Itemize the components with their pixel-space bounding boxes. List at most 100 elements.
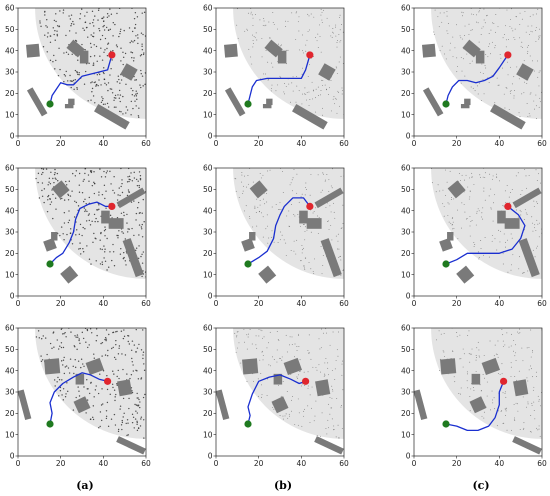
obstacle bbox=[262, 104, 272, 109]
goal-point bbox=[108, 202, 116, 210]
obstacle bbox=[241, 237, 255, 252]
x-tick-label: 60 bbox=[339, 139, 349, 148]
obstacle bbox=[101, 210, 110, 224]
x-tick-label: 60 bbox=[141, 139, 151, 148]
goal-point bbox=[108, 51, 116, 59]
obstacle bbox=[440, 358, 457, 375]
free-space bbox=[431, 8, 542, 119]
obstacle bbox=[314, 187, 344, 209]
x-tick-label: 20 bbox=[56, 139, 66, 148]
x-tick-label: 20 bbox=[254, 459, 264, 468]
samples bbox=[35, 168, 146, 278]
obstacle bbox=[122, 238, 144, 278]
obstacle bbox=[249, 232, 256, 241]
x-tick-label: 60 bbox=[339, 459, 349, 468]
start-point bbox=[46, 420, 54, 428]
planned-path bbox=[445, 205, 526, 265]
obstacle bbox=[116, 187, 146, 209]
y-tick-label: 40 bbox=[203, 366, 213, 375]
y-tick-label: 30 bbox=[401, 388, 411, 397]
goal-point bbox=[500, 377, 508, 385]
obstacle bbox=[292, 104, 328, 130]
y-tick-label: 30 bbox=[203, 228, 213, 237]
x-tick-label: 60 bbox=[537, 299, 547, 308]
obstacle bbox=[481, 357, 501, 375]
x-tick-label: 40 bbox=[297, 299, 307, 308]
obstacle bbox=[224, 87, 246, 117]
obstacle bbox=[116, 436, 146, 455]
start-point bbox=[46, 260, 54, 268]
goal-point bbox=[504, 51, 512, 59]
y-tick-label: 40 bbox=[5, 46, 15, 55]
obstacle bbox=[94, 104, 130, 130]
obstacle bbox=[108, 218, 124, 229]
obstacle bbox=[68, 98, 75, 106]
obstacle bbox=[456, 265, 475, 284]
y-tick-label: 30 bbox=[203, 388, 213, 397]
obstacle bbox=[73, 396, 91, 414]
y-tick-label: 40 bbox=[203, 46, 213, 55]
y-tick-label: 10 bbox=[203, 110, 213, 119]
obstacle bbox=[79, 50, 89, 64]
y-tick-label: 50 bbox=[5, 185, 15, 194]
panel-r2-c3: 0 20 40 60 0 10 20 30 40 50 60 bbox=[401, 164, 547, 308]
panel-r3-c3: 0 20 40 60 0 10 20 30 40 50 60 bbox=[401, 324, 547, 468]
obstacle bbox=[277, 50, 287, 64]
obstacle bbox=[516, 63, 534, 81]
samples bbox=[234, 328, 344, 439]
x-tick-label: 0 bbox=[214, 299, 219, 308]
y-tick-label: 60 bbox=[203, 164, 213, 173]
obstacle bbox=[471, 373, 481, 385]
obstacle bbox=[271, 396, 289, 414]
y-tick-label: 30 bbox=[5, 388, 15, 397]
y-tick-label: 30 bbox=[5, 68, 15, 77]
y-tick-label: 50 bbox=[401, 345, 411, 354]
x-tick-label: 0 bbox=[16, 459, 21, 468]
obstacle bbox=[512, 187, 542, 209]
obstacle bbox=[266, 98, 273, 106]
planned-path bbox=[247, 54, 311, 105]
y-tick-label: 50 bbox=[401, 185, 411, 194]
obstacle bbox=[75, 373, 85, 385]
obstacle bbox=[43, 237, 57, 252]
x-tick-label: 0 bbox=[16, 139, 21, 148]
x-tick-label: 20 bbox=[452, 299, 462, 308]
obstacle bbox=[64, 104, 74, 109]
y-tick-label: 10 bbox=[203, 270, 213, 279]
x-tick-label: 0 bbox=[412, 299, 417, 308]
obstacle bbox=[117, 379, 133, 397]
y-tick-label: 30 bbox=[5, 228, 15, 237]
planned-path bbox=[247, 374, 306, 425]
y-tick-label: 0 bbox=[10, 132, 15, 141]
y-tick-label: 10 bbox=[401, 430, 411, 439]
x-tick-label: 60 bbox=[339, 299, 349, 308]
obstacle bbox=[318, 63, 336, 81]
y-tick-label: 50 bbox=[5, 25, 15, 34]
free-space bbox=[233, 328, 344, 439]
planned-path bbox=[445, 381, 505, 432]
obstacle bbox=[299, 210, 308, 224]
start-point bbox=[442, 260, 450, 268]
goal-point bbox=[504, 202, 512, 210]
obstacle bbox=[18, 389, 32, 421]
obstacle bbox=[306, 218, 322, 229]
y-tick-label: 20 bbox=[401, 409, 411, 418]
obstacle bbox=[447, 180, 466, 199]
obstacle bbox=[421, 43, 436, 58]
panel-r1-c1: 0 20 40 60 0 10 20 30 40 50 60 bbox=[5, 4, 151, 148]
y-tick-label: 40 bbox=[401, 46, 411, 55]
x-tick-label: 40 bbox=[495, 459, 505, 468]
obstacle bbox=[249, 180, 268, 199]
goal-point bbox=[306, 202, 314, 210]
x-tick-label: 40 bbox=[495, 299, 505, 308]
x-tick-label: 40 bbox=[297, 459, 307, 468]
obstacle bbox=[414, 389, 428, 421]
y-tick-label: 0 bbox=[208, 452, 213, 461]
y-tick-label: 60 bbox=[401, 4, 411, 13]
goal-point bbox=[306, 51, 314, 59]
goal-point bbox=[302, 377, 310, 385]
x-tick-label: 60 bbox=[537, 139, 547, 148]
x-tick-label: 20 bbox=[56, 299, 66, 308]
x-tick-label: 0 bbox=[412, 459, 417, 468]
